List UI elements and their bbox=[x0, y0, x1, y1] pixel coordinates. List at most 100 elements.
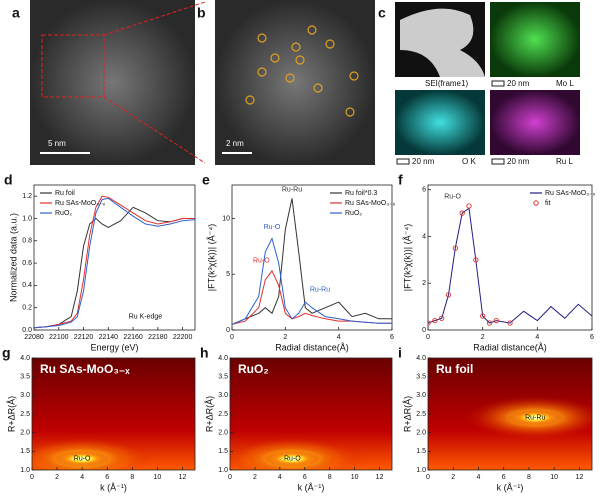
plot-area bbox=[232, 198, 392, 325]
x-axis-label: Energy (eV) bbox=[90, 342, 138, 352]
y-tick-label: 1.5 bbox=[218, 448, 228, 455]
panel-letter: e bbox=[202, 172, 210, 188]
scale-bar bbox=[491, 158, 505, 165]
fit-marker bbox=[428, 320, 431, 326]
y-tick-label: 6 bbox=[422, 187, 426, 194]
x-tick-label: 2 bbox=[283, 334, 287, 341]
y-tick-label: 0.0 bbox=[22, 327, 32, 334]
y-tick-label: 4.0 bbox=[416, 355, 426, 362]
tile-label: SEI(frame1) bbox=[425, 79, 468, 88]
x-tick-label: 22100 bbox=[49, 334, 69, 341]
x-tick-label: 2 bbox=[55, 474, 59, 481]
x-tick-label: 0 bbox=[426, 334, 430, 341]
hotspot bbox=[465, 395, 592, 440]
peak-label: Ru-O bbox=[74, 456, 91, 463]
panel-title: Ru foil bbox=[436, 362, 473, 376]
tile-label: Mo L bbox=[556, 79, 574, 88]
hotspot bbox=[230, 436, 363, 470]
fit-marker bbox=[480, 313, 486, 319]
x-tick-label: 8 bbox=[130, 474, 134, 481]
y-tick-label: 1.0 bbox=[218, 467, 228, 474]
x-axis-label: Radial distance(Å) bbox=[473, 342, 547, 352]
y-tick-label: 3.0 bbox=[416, 392, 426, 399]
legend-label: Ru foil bbox=[55, 190, 75, 197]
annotation: Ru-Ru bbox=[310, 287, 330, 294]
legend-label: RuO₂ bbox=[345, 210, 362, 217]
x-tick-label: 4 bbox=[477, 474, 481, 481]
y-tick-label: 4 bbox=[422, 233, 426, 240]
plot-area bbox=[34, 195, 195, 329]
panel-letter: g bbox=[2, 345, 11, 361]
legend-label: RuO₂ bbox=[55, 210, 72, 217]
legend-label: fit bbox=[545, 200, 551, 207]
y-tick-label: 2.0 bbox=[416, 430, 426, 437]
scale-label: 5 nm bbox=[48, 139, 66, 148]
x-tick-label: 0 bbox=[228, 474, 232, 481]
x-tick-label: 8 bbox=[328, 474, 332, 481]
x-tick-label: 8 bbox=[527, 474, 531, 481]
x-tick-label: 0 bbox=[30, 474, 34, 481]
scale-bar bbox=[40, 152, 90, 154]
x-tick-label: 4 bbox=[535, 334, 539, 341]
x-axis-label: Radial distance(Å) bbox=[275, 342, 349, 352]
legend-swatch bbox=[533, 200, 539, 206]
x-tick-label: 22160 bbox=[123, 334, 143, 341]
series-line bbox=[232, 198, 392, 325]
fit-marker bbox=[445, 292, 452, 298]
x-axis-label: k (Å⁻¹) bbox=[100, 482, 127, 492]
y-tick-label: 3.0 bbox=[218, 392, 228, 399]
y-tick-label: 0 bbox=[226, 327, 230, 334]
y-tick-label: 1.0 bbox=[20, 467, 30, 474]
y-tick-label: 2.0 bbox=[20, 430, 30, 437]
series-line bbox=[428, 207, 592, 324]
y-tick-label: 2.5 bbox=[20, 411, 30, 418]
single-atom-markers bbox=[245, 25, 359, 117]
y-tick-label: 0.2 bbox=[22, 305, 32, 312]
y-tick-label: 2.0 bbox=[218, 430, 228, 437]
legend-label: Ru SAs-MoO₃₋ₓ bbox=[55, 200, 106, 207]
x-axis-label: k (Å⁻¹) bbox=[497, 482, 524, 492]
y-tick-label: 1.5 bbox=[416, 448, 426, 455]
y-tick-label: 3.5 bbox=[218, 374, 228, 381]
y-tick-label: 2.5 bbox=[218, 411, 228, 418]
x-tick-label: 2 bbox=[481, 334, 485, 341]
x-tick-label: 2 bbox=[451, 474, 455, 481]
tile-label: O K bbox=[462, 157, 476, 166]
micrograph-a bbox=[30, 0, 195, 165]
panel-letter: h bbox=[200, 345, 209, 361]
x-tick-label: 10 bbox=[153, 474, 161, 481]
y-tick-label: 1.2 bbox=[22, 193, 32, 200]
ru-tile bbox=[490, 90, 580, 155]
y-axis-label: R+ΔR(Å) bbox=[6, 396, 16, 432]
y-tick-label: 1.5 bbox=[20, 448, 30, 455]
y-tick-label: 3.5 bbox=[416, 374, 426, 381]
panel-title: RuO₂ bbox=[238, 362, 269, 376]
series-line bbox=[34, 195, 195, 329]
y-tick-label: 0.8 bbox=[22, 238, 32, 245]
y-tick-label: 3.5 bbox=[20, 374, 30, 381]
plot-frame bbox=[231, 184, 393, 331]
sei-shape bbox=[400, 8, 485, 78]
series-line bbox=[34, 206, 195, 329]
y-tick-label: 3.0 bbox=[20, 392, 30, 399]
zoom-box bbox=[41, 34, 105, 98]
x-tick-label: 12 bbox=[376, 474, 384, 481]
scale-label: 20 nm bbox=[507, 79, 530, 88]
y-tick-label: 0 bbox=[422, 327, 426, 334]
fit-marker bbox=[493, 317, 499, 324]
x-tick-label: 10 bbox=[550, 474, 558, 481]
x-tick-label: 22200 bbox=[173, 334, 193, 341]
fit-marker bbox=[459, 210, 465, 216]
plot-frame bbox=[427, 184, 593, 331]
x-tick-label: 22180 bbox=[148, 334, 168, 341]
x-tick-label: 6 bbox=[390, 334, 394, 341]
y-axis-label: |FT(k³χ(k))| (Å⁻⁴) bbox=[206, 224, 216, 292]
peak-label: Ru-Ru bbox=[525, 415, 545, 422]
fit-marker bbox=[466, 203, 472, 209]
x-tick-label: 6 bbox=[303, 474, 307, 481]
x-tick-label: 4 bbox=[337, 334, 341, 341]
legend-label: Ru SAs-MoO₃₋ₓ bbox=[545, 190, 596, 197]
contour-ring bbox=[54, 450, 111, 467]
fit-marker bbox=[439, 315, 445, 321]
